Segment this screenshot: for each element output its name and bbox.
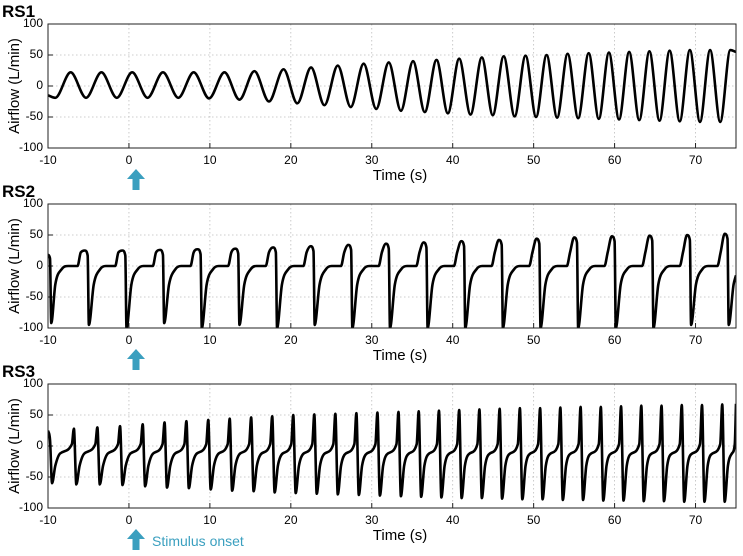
x-tick-label: 30 [365, 513, 379, 527]
x-tick-label: 0 [126, 153, 133, 167]
x-tick-label: 10 [203, 153, 217, 167]
x-tick-label: 30 [365, 333, 379, 347]
x-tick-label: 40 [446, 333, 460, 347]
y-tick-label: -100 [19, 140, 43, 154]
x-tick-label: 20 [284, 153, 298, 167]
plot-frame [47, 23, 737, 149]
y-tick-label: -100 [19, 500, 43, 514]
x-tick-label: 10 [203, 513, 217, 527]
x-tick-label: 50 [527, 513, 541, 527]
x-tick-label: 70 [689, 333, 703, 347]
x-tick-label: 20 [284, 333, 298, 347]
x-tick-label: 20 [284, 513, 298, 527]
x-tick-label: 50 [527, 153, 541, 167]
airflow-line [48, 48, 736, 124]
x-tick-label: -10 [39, 513, 57, 527]
x-tick-label: 0 [126, 333, 133, 347]
y-axis-label: Airflow (L/min) [6, 218, 23, 314]
x-tick-label: 0 [126, 513, 133, 527]
x-tick-label: 50 [527, 333, 541, 347]
y-tick-label: 100 [23, 196, 43, 210]
y-tick-label: 50 [30, 47, 44, 61]
y-tick-label: 50 [30, 227, 44, 241]
plot-frame [47, 203, 737, 329]
y-tick-label: 0 [36, 438, 43, 452]
stimulus-arrow [127, 529, 145, 550]
y-tick-label: -50 [26, 109, 44, 123]
y-tick-label: 0 [36, 258, 43, 272]
x-tick-label: 60 [608, 333, 622, 347]
x-tick-label: 60 [608, 153, 622, 167]
stimulus-arrow [127, 349, 145, 370]
y-tick-label: -50 [26, 289, 44, 303]
y-axis-label: Airflow (L/min) [6, 38, 23, 134]
x-axis-label: Time (s) [373, 527, 427, 544]
x-axis-label: Time (s) [373, 167, 427, 184]
panel-title: RS3 [2, 362, 35, 381]
x-tick-label: 70 [689, 513, 703, 527]
y-axis-label: Airflow (L/min) [6, 398, 23, 494]
stimulus-arrow [127, 169, 145, 190]
y-tick-label: 100 [23, 16, 43, 30]
panel-title: RS1 [2, 2, 35, 21]
y-tick-label: -50 [26, 469, 44, 483]
x-tick-label: 40 [446, 153, 460, 167]
x-tick-label: 10 [203, 333, 217, 347]
x-tick-label: 70 [689, 153, 703, 167]
x-tick-label: -10 [39, 333, 57, 347]
x-axis-label: Time (s) [373, 347, 427, 364]
plot-frame [47, 383, 737, 509]
y-tick-label: -100 [19, 320, 43, 334]
x-tick-label: 60 [608, 513, 622, 527]
x-tick-label: -10 [39, 153, 57, 167]
annotation: Stimulus onset [152, 533, 244, 549]
y-tick-label: 50 [30, 407, 44, 421]
airflow-line [48, 232, 736, 328]
x-tick-label: 40 [446, 513, 460, 527]
y-tick-label: 0 [36, 78, 43, 92]
x-tick-label: 30 [365, 153, 379, 167]
y-tick-label: 100 [23, 376, 43, 390]
panel-title: RS2 [2, 182, 35, 201]
airflow-line [48, 403, 736, 504]
